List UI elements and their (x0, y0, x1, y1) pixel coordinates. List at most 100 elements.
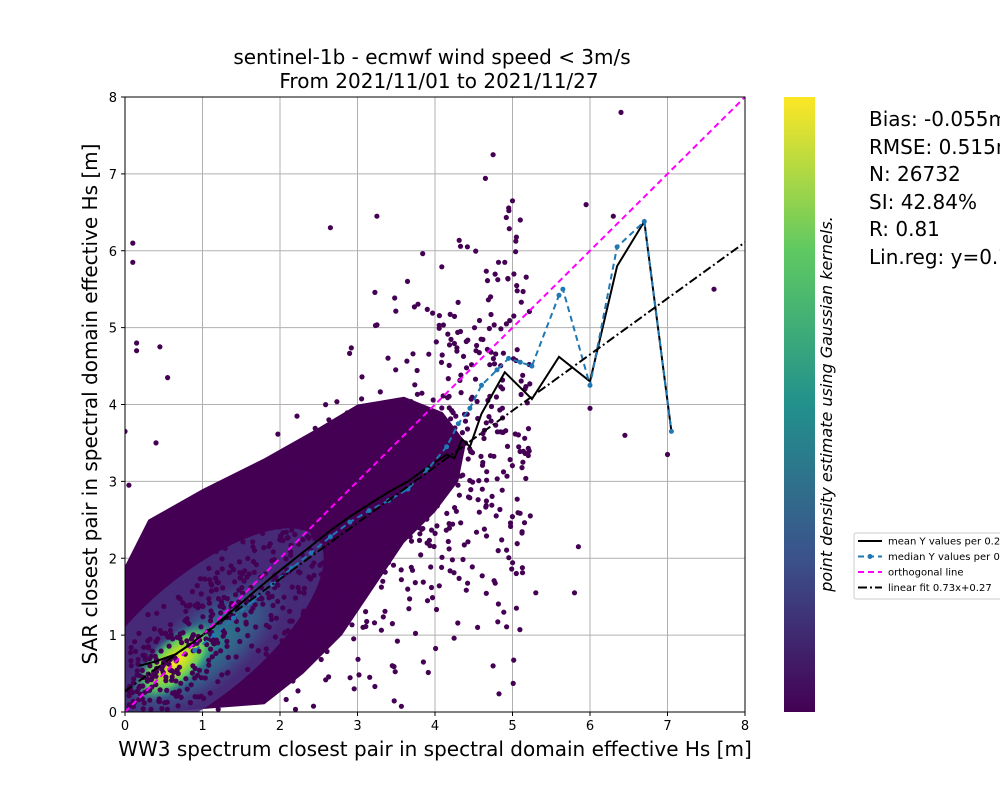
scatter-point (263, 646, 269, 652)
scatter-point (488, 294, 494, 300)
scatter-point (215, 520, 221, 526)
scatter-point (319, 604, 325, 611)
scatter-point (454, 439, 460, 445)
scatter-point (361, 413, 367, 419)
scatter-point (208, 588, 215, 594)
scatter-point (301, 486, 307, 492)
scatter-point (430, 310, 436, 316)
scatter-point (144, 678, 150, 684)
scatter-point (306, 487, 312, 493)
scatter-point (148, 706, 154, 712)
scatter-point (351, 686, 357, 692)
scatter-point (511, 657, 517, 663)
legend-label: linear fit 0.73x+0.27 (888, 583, 992, 594)
scatter-point (219, 672, 225, 678)
scatter-point (314, 498, 321, 504)
scatter-point (506, 205, 512, 211)
scatter-point (410, 501, 416, 507)
scatter-point (230, 567, 237, 573)
scatter-point (224, 638, 230, 645)
scatter-point (307, 496, 313, 502)
scatter-point (449, 407, 455, 414)
scatter-point (275, 665, 281, 671)
scatter-point (237, 575, 243, 581)
scatter-point (340, 566, 346, 572)
scatter-point (302, 521, 308, 527)
scatter-point (474, 342, 480, 349)
scatter-point (134, 340, 140, 346)
scatter-point (279, 638, 285, 644)
scatter-point (428, 564, 434, 570)
scatter-point (165, 375, 171, 381)
scatter-point (166, 661, 172, 667)
scatter-point (289, 455, 295, 461)
scatter-point (469, 394, 475, 400)
scatter-point (488, 311, 494, 318)
scatter-point (426, 460, 432, 466)
scatter-point (392, 295, 398, 301)
scatter-point (147, 656, 153, 662)
scatter-point (464, 426, 471, 432)
median-marker (668, 428, 674, 434)
scatter-point (335, 461, 341, 467)
scatter-point (517, 627, 523, 633)
scatter-point (284, 535, 290, 541)
stat-si: SI: 42.84% (869, 189, 977, 214)
scatter-point (329, 598, 336, 604)
scatter-point (301, 590, 307, 596)
scatter-point (436, 583, 442, 589)
scatter-point (389, 621, 395, 627)
scatter-point (371, 620, 378, 626)
scatter-point (145, 612, 151, 618)
scatter-point (434, 482, 440, 488)
scatter-point (405, 402, 411, 408)
scatter-point (320, 592, 326, 598)
scatter-point (409, 567, 416, 573)
scatter-point (296, 463, 302, 469)
scatter-point (509, 198, 516, 204)
scatter-point (402, 471, 408, 477)
scatter-point (511, 271, 517, 277)
scatter-point (195, 694, 201, 700)
scatter-point (583, 202, 589, 208)
median-marker (506, 355, 512, 361)
scatter-point (296, 589, 302, 595)
scatter-point (233, 592, 239, 598)
scatter-point (518, 299, 524, 305)
scatter-point (400, 400, 406, 406)
scatter-point (132, 648, 139, 655)
scatter-point (275, 431, 281, 437)
scatter-point (375, 551, 382, 557)
scatter-point (295, 637, 301, 643)
scatter-point (318, 571, 324, 577)
scatter-point (300, 439, 306, 446)
scatter-point (198, 591, 204, 597)
scatter-point (275, 598, 281, 605)
scatter-point (449, 460, 455, 466)
scatter-point (147, 697, 153, 703)
scatter-point (372, 289, 378, 295)
median-marker (467, 405, 473, 411)
scatter-point (298, 525, 305, 531)
scatter-point (276, 524, 283, 530)
scatter-point (434, 523, 440, 529)
scatter-point (128, 658, 134, 664)
scatter-point (250, 605, 256, 611)
scatter-point (392, 434, 398, 440)
scatter-point (356, 584, 362, 590)
x-axis-label: WW3 spectrum closest pair in spectral do… (118, 737, 752, 761)
scatter-point (126, 482, 132, 488)
scatter-point (164, 687, 170, 694)
scatter-point (346, 572, 352, 579)
scatter-point (348, 345, 354, 351)
scatter-point (419, 462, 425, 468)
scatter-point (522, 435, 528, 441)
scatter-point (622, 432, 628, 438)
scatter-point (445, 538, 451, 545)
scatter-point (235, 627, 241, 633)
scatter-point (479, 486, 485, 492)
scatter-point (346, 427, 352, 433)
scatter-point (301, 585, 307, 592)
scatter-point (419, 431, 425, 437)
scatter-point (399, 418, 405, 424)
